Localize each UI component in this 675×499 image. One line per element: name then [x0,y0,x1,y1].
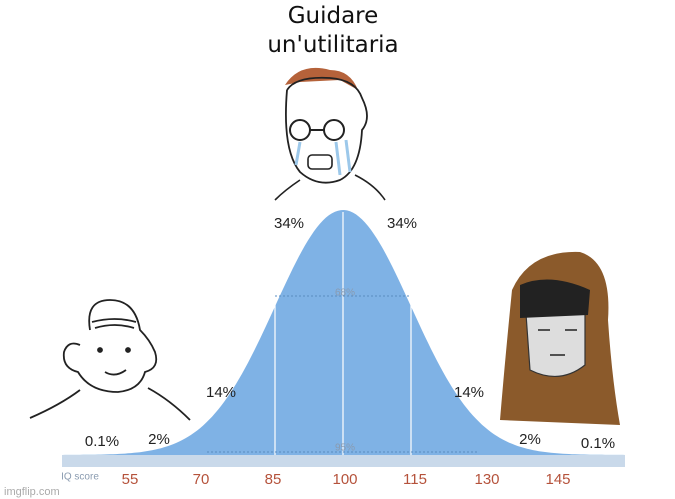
band-label: 68% [335,288,355,299]
left-character [29,299,191,421]
band-label: 2% [148,431,170,448]
axis-label: IQ score [61,472,99,483]
band-label: 14% [206,384,236,401]
band-label: 0.1% [85,433,119,450]
axis-tick: 100 [332,471,357,488]
axis-tick: 55 [122,471,139,488]
axis-bar [62,455,625,467]
band-label: 34% [387,215,417,232]
sd-lines [274,212,412,455]
axis-tick: 70 [193,471,210,488]
band-label: 95% [335,443,355,454]
band-label: 14% [454,384,484,401]
right-character [500,251,620,425]
axis-tick: 85 [265,471,282,488]
axis-tick: 130 [474,471,499,488]
watermark: imgflip.com [4,486,60,498]
band-label: 0.1% [581,435,615,452]
axis-tick: 145 [545,471,570,488]
axis-tick: 115 [403,471,427,488]
top-character [274,67,386,201]
band-label: 2% [519,431,541,448]
band-label: 34% [274,215,304,232]
caption: Guidare un'utilitaria [267,3,399,58]
